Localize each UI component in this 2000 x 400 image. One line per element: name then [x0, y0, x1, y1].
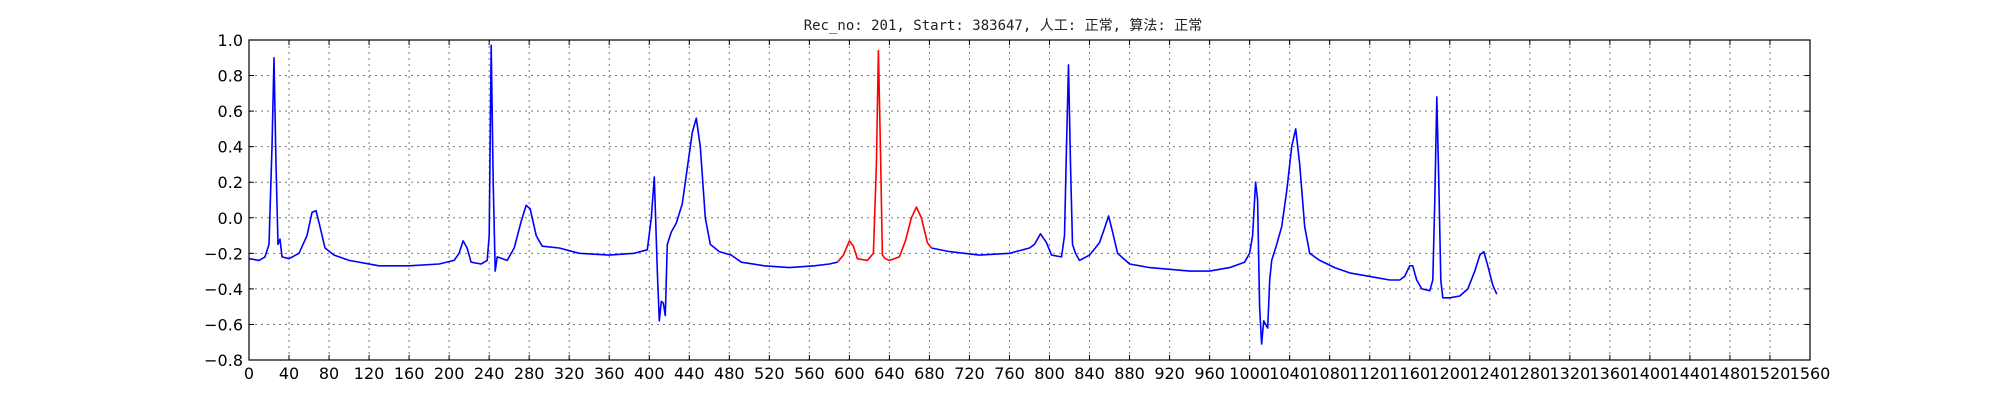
y-tick-label: 0.0 — [218, 209, 243, 228]
x-tick-label: 880 — [1114, 364, 1145, 383]
x-tick-label: 480 — [714, 364, 745, 383]
y-tick-label: 0.8 — [218, 67, 243, 86]
x-tick-label: 1000 — [1229, 364, 1270, 383]
ecg-series-line-2 — [836, 49, 933, 263]
x-tick-label: 120 — [354, 364, 385, 383]
x-tick-label: 1240 — [1469, 364, 1510, 383]
x-tick-label: 1360 — [1590, 364, 1631, 383]
x-tick-label: 160 — [394, 364, 425, 383]
x-tick-label: 200 — [434, 364, 465, 383]
y-tick-label: 1.0 — [218, 31, 243, 50]
x-tick-label: 1560 — [1790, 364, 1831, 383]
y-tick-label: 0.2 — [218, 173, 243, 192]
x-tick-label: 960 — [1194, 364, 1225, 383]
x-tick-label: 80 — [319, 364, 339, 383]
x-tick-label: 440 — [674, 364, 705, 383]
x-tick-label: 840 — [1074, 364, 1105, 383]
y-tick-label: −0.6 — [204, 315, 243, 334]
chart-title: Rec_no: 201, Start: 383647, 人工: 正常, 算法: … — [804, 18, 1203, 34]
x-axis: 0 40 80 120 160 200 240 280 320 360 400 440 480 520 56… — [244, 40, 1830, 383]
y-tick-label: 0.6 — [218, 102, 243, 121]
x-tick-label: 680 — [914, 364, 945, 383]
x-tick-label: 1480 — [1710, 364, 1751, 383]
plot-frame — [248, 39, 1811, 361]
ecg-series-line-3 — [931, 64, 1498, 345]
x-tick-label: 520 — [754, 364, 785, 383]
y-tick-label: −0.4 — [204, 280, 243, 299]
x-tick-label: 1400 — [1630, 364, 1671, 383]
x-tick-label: 0 — [244, 364, 254, 383]
x-tick-label: 320 — [554, 364, 585, 383]
y-axis: −0.8 −0.6 −0.4 −0.2 0.0 0.2 0.4 0.6 0.8 1.0 — [204, 31, 1810, 370]
x-tick-label: 1120 — [1349, 364, 1390, 383]
grid-layer — [249, 40, 1810, 360]
x-tick-label: 760 — [994, 364, 1025, 383]
y-tick-label: −0.8 — [204, 351, 243, 370]
x-tick-label: 800 — [1034, 364, 1065, 383]
series-layer — [248, 44, 1498, 345]
x-tick-label: 560 — [794, 364, 825, 383]
ecg-series-line-1 — [248, 44, 838, 322]
x-tick-label: 1160 — [1389, 364, 1430, 383]
x-tick-label: 40 — [279, 364, 299, 383]
x-tick-label: 1280 — [1509, 364, 1550, 383]
y-tick-label: −0.2 — [204, 244, 243, 263]
x-tick-label: 600 — [834, 364, 865, 383]
x-tick-label: 1520 — [1750, 364, 1791, 383]
x-tick-label: 1080 — [1309, 364, 1350, 383]
x-tick-label: 240 — [474, 364, 505, 383]
x-tick-label: 720 — [954, 364, 985, 383]
x-tick-label: 1040 — [1269, 364, 1310, 383]
x-tick-label: 280 — [514, 364, 545, 383]
x-tick-label: 920 — [1154, 364, 1185, 383]
x-tick-label: 640 — [874, 364, 905, 383]
x-tick-label: 1200 — [1429, 364, 1470, 383]
x-tick-label: 400 — [634, 364, 665, 383]
x-tick-label: 1440 — [1670, 364, 1711, 383]
x-tick-label: 360 — [594, 364, 625, 383]
y-tick-label: 0.4 — [218, 138, 243, 157]
x-tick-label: 1320 — [1549, 364, 1590, 383]
